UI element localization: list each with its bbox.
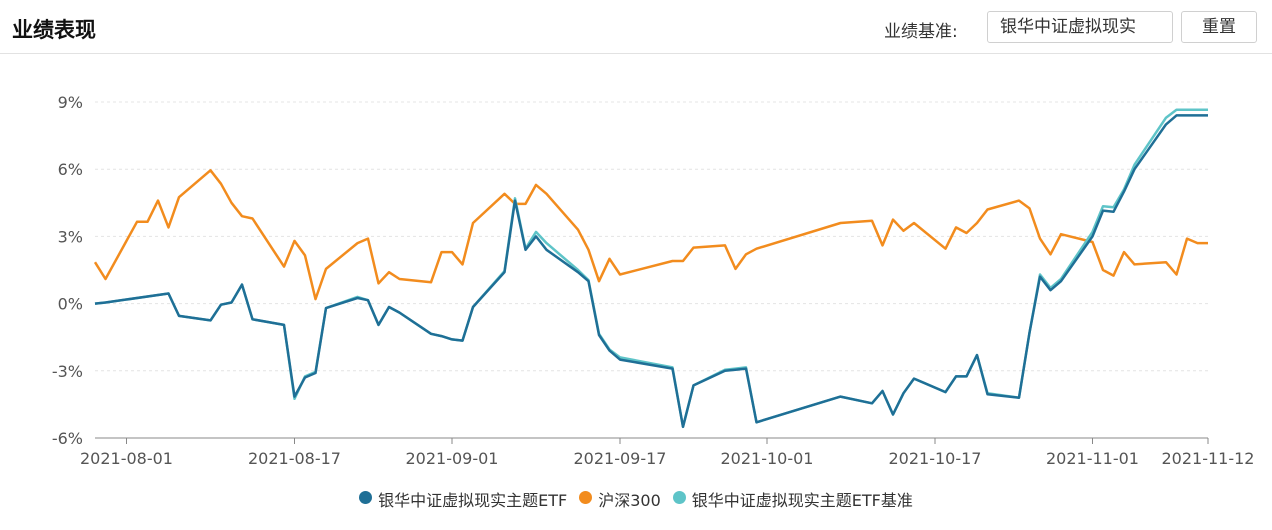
x-tick-label: 2021-10-01: [721, 449, 814, 468]
y-tick-label: 9%: [58, 93, 83, 112]
performance-chart: 9% 6% 3% 0% -3% -6% 2021-08-01 2021-08-17 2021-0…: [0, 56, 1272, 530]
legend-item[interactable]: 银华中证虚拟现实主题ETF基准: [672, 487, 913, 511]
benchmark-select[interactable]: 银华中证虚拟现实: [987, 11, 1173, 43]
chart-legend: 银华中证虚拟现实主题ETF 沪深300 银华中证虚拟现实主题ETF基准: [0, 487, 1272, 517]
x-tick-label: 2021-11-12: [1162, 449, 1255, 468]
series-line: [93, 169, 1208, 301]
legend-dot-icon: [672, 490, 686, 504]
x-tick-label: 2021-09-01: [406, 449, 499, 468]
chart-svg: 9% 6% 3% 0% -3% -6%2021-08-01 2021-08-17 2021-0…: [52, 93, 1255, 468]
panel-header: 业绩表现 业绩基准: 银华中证虚拟现实 重置: [0, 0, 1272, 54]
x-tick-label: 2021-08-17: [248, 449, 341, 468]
legend-label: 沪深300: [598, 491, 661, 510]
legend-item[interactable]: 沪深300: [579, 487, 661, 511]
reset-button[interactable]: 重置: [1181, 11, 1257, 43]
benchmark-label: 业绩基准:: [884, 22, 958, 42]
x-tick-label: 2021-11-01: [1046, 449, 1139, 468]
legend-label: 银华中证虚拟现实主题ETF: [378, 491, 568, 510]
x-tick-label: 2021-09-17: [574, 449, 667, 468]
section-title: 业绩表现: [12, 18, 96, 42]
legend-dot-icon: [579, 490, 593, 504]
y-tick-label: 6%: [58, 160, 83, 179]
x-tick-label: 2021-10-17: [889, 449, 982, 468]
series-line: [94, 108, 1208, 429]
legend-dot-icon: [359, 490, 373, 504]
y-tick-label: 3%: [58, 227, 83, 246]
legend-label: 银华中证虚拟现实主题ETF基准: [691, 491, 913, 510]
y-tick-label: -6%: [52, 429, 83, 448]
x-tick-label: 2021-08-01: [80, 449, 173, 468]
y-tick-label: -3%: [52, 362, 83, 381]
y-tick-label: 0%: [58, 295, 83, 314]
legend-item[interactable]: 银华中证虚拟现实主题ETF: [359, 487, 567, 511]
series-line: [94, 114, 1208, 429]
